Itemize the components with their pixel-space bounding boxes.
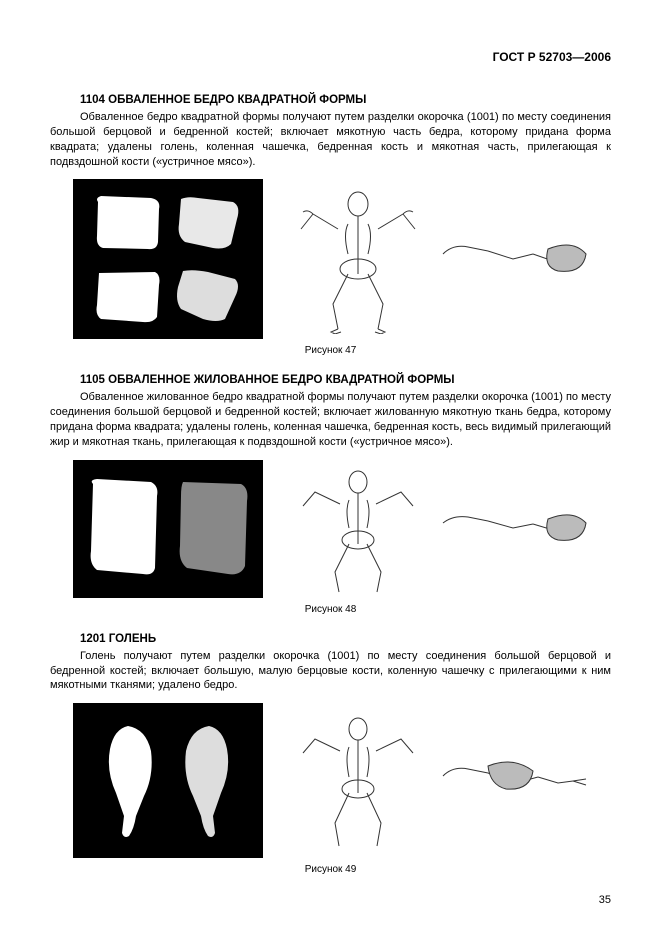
page-number: 35 [599, 894, 611, 906]
figure-48-caption: Рисунок 48 [50, 604, 611, 615]
skeleton-front-icon [293, 464, 423, 594]
figure-47-row [50, 179, 611, 339]
section-1201-title: 1201 ГОЛЕНЬ [50, 633, 611, 645]
meat-piece-icon [173, 194, 243, 252]
document-header: ГОСТ Р 52703—2006 [50, 50, 611, 64]
figure-49-caption: Рисунок 49 [50, 864, 611, 875]
skeleton-front-icon [293, 711, 423, 851]
meat-piece-icon [93, 267, 163, 325]
section-1105-title: 1105 ОБВАЛЕННОЕ ЖИЛОВАННОЕ БЕДРО КВАДРАТ… [50, 374, 611, 386]
leg-side-icon [438, 219, 588, 299]
drumstick-icon [96, 721, 161, 841]
section-1104-title: 1104 ОБВАЛЕННОЕ БЕДРО КВАДРАТНОЙ ФОРМЫ [50, 94, 611, 106]
skeleton-front-icon [293, 184, 423, 334]
figure-47-diagram [293, 184, 588, 334]
figure-48-photo [73, 460, 263, 598]
drumstick-icon [176, 721, 241, 841]
figure-48-diagram [293, 464, 588, 594]
figure-47-photo [73, 179, 263, 339]
leg-side-icon [438, 741, 588, 821]
figure-47-caption: Рисунок 47 [50, 345, 611, 356]
meat-piece-icon [93, 194, 163, 252]
leg-side-icon [438, 491, 588, 566]
figure-48-row [50, 460, 611, 598]
section-1105-body: Обваленное жилованное бедро квадратной ф… [50, 390, 611, 449]
meat-piece-icon [173, 476, 251, 581]
meat-piece-icon [85, 476, 163, 581]
figure-49-row [50, 703, 611, 858]
section-1201-body: Голень получают путем разделки окорочка … [50, 649, 611, 694]
figure-49-diagram [293, 711, 588, 851]
meat-piece-icon [173, 267, 243, 325]
figure-49-photo [73, 703, 263, 858]
section-1104-body: Обваленное бедро квадратной формы получа… [50, 110, 611, 169]
